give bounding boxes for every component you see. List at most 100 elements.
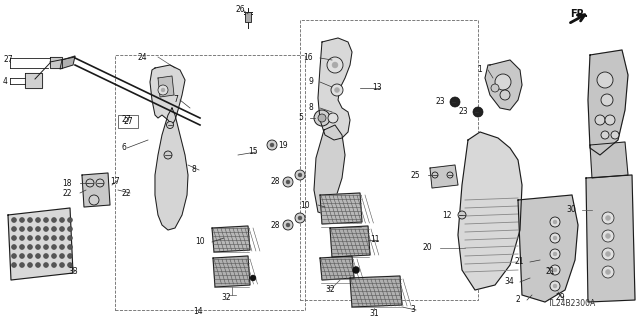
Text: 18: 18 xyxy=(63,179,72,188)
Circle shape xyxy=(35,244,40,249)
Text: 24: 24 xyxy=(138,53,148,62)
Polygon shape xyxy=(155,108,188,230)
Circle shape xyxy=(286,180,290,184)
Circle shape xyxy=(60,244,65,249)
Circle shape xyxy=(96,179,104,187)
Circle shape xyxy=(328,113,338,123)
Circle shape xyxy=(298,216,302,220)
Circle shape xyxy=(60,226,65,232)
Circle shape xyxy=(35,218,40,222)
Circle shape xyxy=(60,218,65,222)
Circle shape xyxy=(60,263,65,268)
Circle shape xyxy=(601,94,613,106)
Polygon shape xyxy=(25,73,42,88)
Circle shape xyxy=(51,235,56,241)
Circle shape xyxy=(550,217,560,227)
Text: 23: 23 xyxy=(458,108,468,116)
Text: 20: 20 xyxy=(422,243,432,253)
Circle shape xyxy=(602,212,614,224)
Circle shape xyxy=(51,244,56,249)
Text: 21: 21 xyxy=(545,268,554,277)
Circle shape xyxy=(500,90,510,100)
Circle shape xyxy=(19,244,24,249)
Circle shape xyxy=(602,248,614,260)
Circle shape xyxy=(595,115,605,125)
Bar xyxy=(245,12,251,22)
Circle shape xyxy=(44,218,49,222)
Circle shape xyxy=(28,235,33,241)
Text: 5: 5 xyxy=(298,114,303,122)
Circle shape xyxy=(89,195,99,205)
Bar xyxy=(300,20,478,300)
Text: 22: 22 xyxy=(63,189,72,197)
Text: 19: 19 xyxy=(278,140,287,150)
Circle shape xyxy=(327,57,343,73)
Circle shape xyxy=(44,244,49,249)
Circle shape xyxy=(12,254,17,258)
Circle shape xyxy=(164,151,172,159)
Circle shape xyxy=(19,263,24,268)
Text: 9: 9 xyxy=(308,78,313,86)
Circle shape xyxy=(44,263,49,268)
Circle shape xyxy=(318,114,326,122)
Circle shape xyxy=(86,179,94,187)
Text: 8: 8 xyxy=(308,103,313,113)
Circle shape xyxy=(491,84,499,92)
Text: 11: 11 xyxy=(370,235,380,244)
Circle shape xyxy=(19,254,24,258)
Bar xyxy=(118,115,138,128)
Bar xyxy=(115,55,305,310)
Polygon shape xyxy=(150,65,185,125)
Circle shape xyxy=(335,87,339,93)
Circle shape xyxy=(602,266,614,278)
Text: 1: 1 xyxy=(477,65,482,75)
Circle shape xyxy=(298,173,302,177)
Circle shape xyxy=(295,170,305,180)
Circle shape xyxy=(67,244,72,249)
Circle shape xyxy=(19,235,24,241)
Polygon shape xyxy=(213,256,250,287)
Circle shape xyxy=(67,226,72,232)
Circle shape xyxy=(12,218,17,222)
Text: 8: 8 xyxy=(192,166,196,174)
Circle shape xyxy=(605,251,611,256)
Circle shape xyxy=(550,233,560,243)
Text: 23: 23 xyxy=(435,98,445,107)
Circle shape xyxy=(550,249,560,259)
Circle shape xyxy=(28,218,33,222)
Polygon shape xyxy=(50,57,62,68)
Text: 29: 29 xyxy=(555,293,564,302)
Polygon shape xyxy=(430,165,458,188)
Polygon shape xyxy=(485,60,522,110)
Polygon shape xyxy=(212,226,250,252)
Circle shape xyxy=(60,254,65,258)
Circle shape xyxy=(450,97,460,107)
Circle shape xyxy=(67,218,72,222)
Circle shape xyxy=(353,266,360,273)
Circle shape xyxy=(550,265,560,275)
Circle shape xyxy=(158,85,168,95)
Text: 27: 27 xyxy=(3,56,13,64)
Polygon shape xyxy=(330,226,370,257)
Circle shape xyxy=(35,235,40,241)
Circle shape xyxy=(331,84,343,96)
Circle shape xyxy=(28,254,33,258)
Circle shape xyxy=(12,244,17,249)
Text: 2: 2 xyxy=(515,295,520,305)
Text: 17: 17 xyxy=(110,176,120,186)
Text: 6: 6 xyxy=(122,144,127,152)
Text: 30: 30 xyxy=(566,205,576,214)
Circle shape xyxy=(553,284,557,288)
Circle shape xyxy=(270,143,274,147)
Circle shape xyxy=(28,263,33,268)
Text: 12: 12 xyxy=(442,211,452,219)
Text: FR.: FR. xyxy=(570,9,588,19)
Text: 28: 28 xyxy=(271,220,280,229)
Circle shape xyxy=(332,62,338,68)
Circle shape xyxy=(605,234,611,239)
Circle shape xyxy=(67,263,72,268)
Polygon shape xyxy=(350,276,402,307)
Polygon shape xyxy=(320,256,354,280)
Text: 28: 28 xyxy=(271,177,280,187)
Circle shape xyxy=(28,226,33,232)
